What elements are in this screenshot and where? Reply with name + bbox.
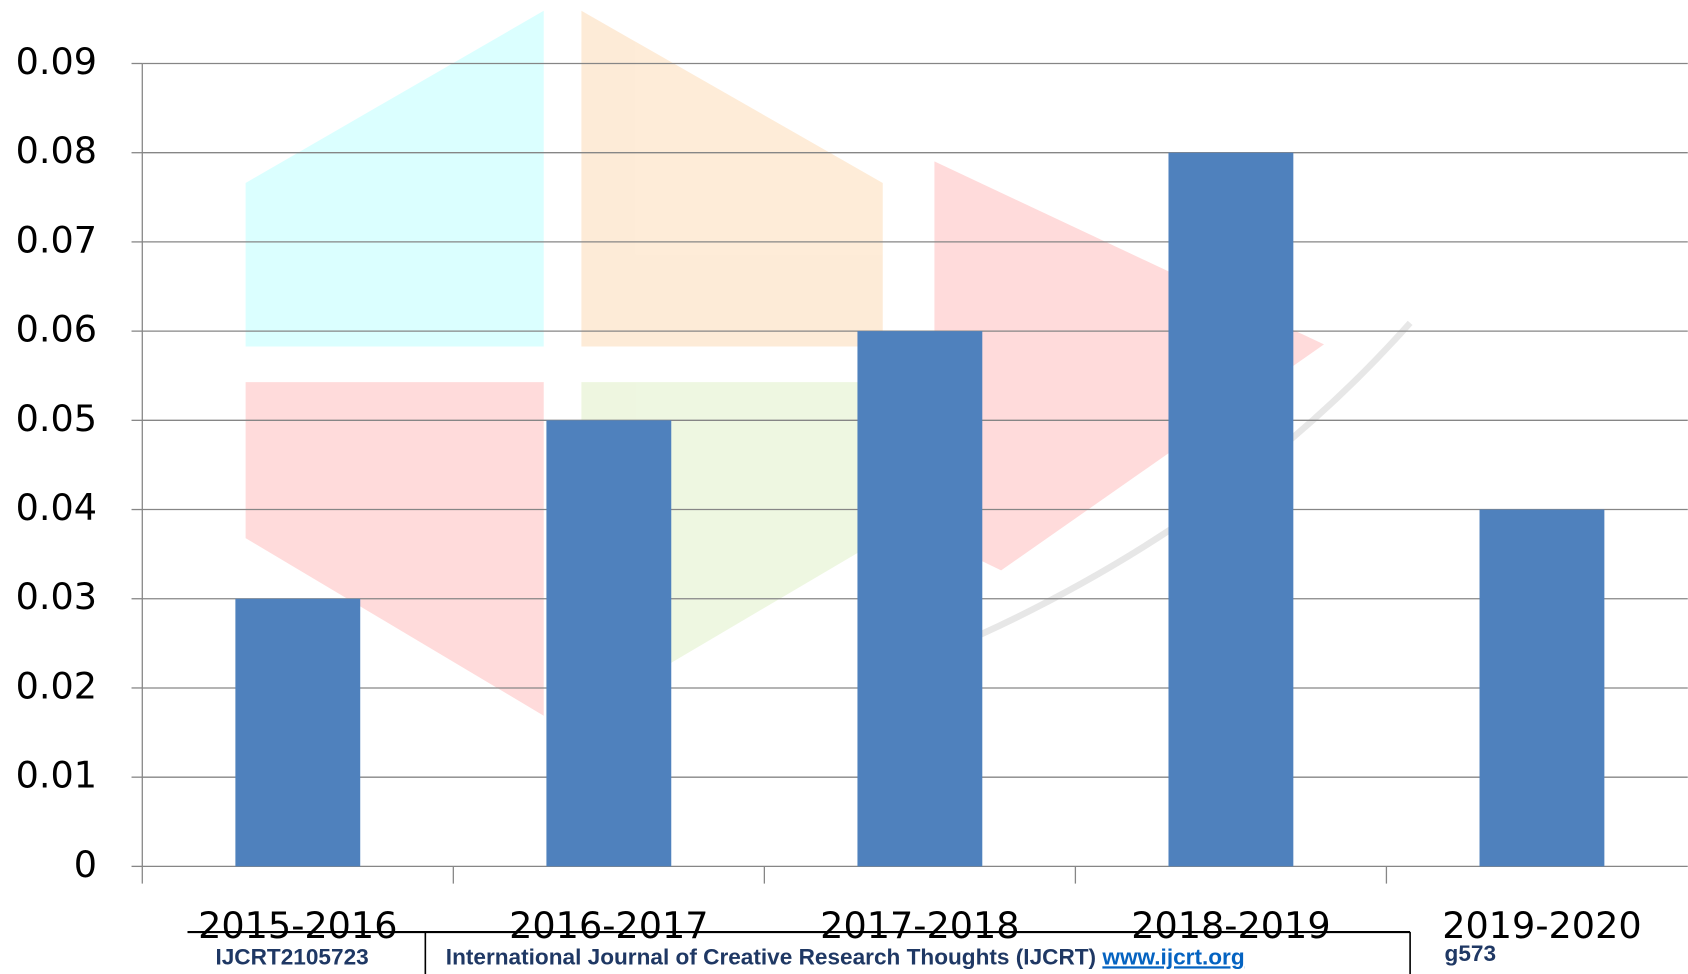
footer-id: IJCRT2105723 — [215, 944, 368, 969]
footer-journal: International Journal of Creative Resear… — [446, 944, 1245, 969]
bar — [1480, 510, 1605, 867]
bar — [1168, 153, 1293, 867]
y-tick-label: 0.04 — [16, 486, 97, 529]
bar — [235, 599, 360, 867]
footer-page: g573 — [1445, 941, 1497, 966]
y-tick-label: 0.03 — [16, 575, 97, 618]
y-tick-label: 0.01 — [16, 754, 97, 797]
y-tick-label: 0.08 — [16, 129, 97, 172]
journal-name: International Journal of Creative Resear… — [446, 944, 1096, 969]
y-tick-label: 0.05 — [16, 397, 97, 440]
footer-url[interactable]: www.ijcrt.org — [1101, 944, 1244, 969]
x-tick-label: 2015-2016 — [198, 904, 397, 947]
y-tick-label: 0.06 — [16, 308, 97, 351]
y-tick-label: 0.09 — [16, 40, 97, 83]
chart: 0 0.01 0.02 0.03 0.04 0.05 0.06 0.07 0.08 0.09 201… — [0, 0, 1688, 974]
x-tick-label: 2017-2018 — [820, 904, 1019, 947]
y-tick-label: 0 — [74, 843, 97, 886]
bar — [546, 420, 671, 866]
bar — [857, 331, 982, 866]
y-tick-label: 0.07 — [16, 218, 97, 261]
x-tick-label: 2016-2017 — [509, 904, 708, 947]
y-tick-label: 0.02 — [16, 664, 97, 707]
x-tick-label: 2018-2019 — [1131, 904, 1330, 947]
